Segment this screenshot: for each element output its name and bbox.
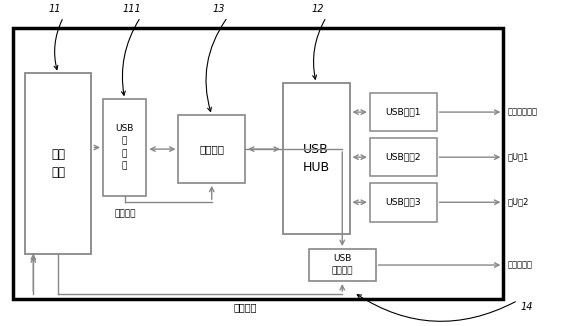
Text: 接调试设备: 接调试设备 [508, 260, 533, 270]
Text: 主控
单元: 主控 单元 [51, 148, 65, 179]
Bar [103, 99, 146, 196]
Bar [370, 183, 437, 222]
Text: 11: 11 [48, 4, 61, 14]
Text: 13: 13 [213, 4, 225, 14]
Bar [13, 28, 503, 299]
Text: 12: 12 [311, 4, 324, 14]
Text: USB接口3: USB接口3 [385, 198, 421, 207]
Text: USB接口1: USB接口1 [385, 108, 421, 117]
Text: USB
控
制
器: USB 控 制 器 [115, 124, 134, 171]
Text: USB接口2: USB接口2 [385, 153, 421, 162]
Text: 控制信号: 控制信号 [114, 209, 136, 218]
Bar [283, 83, 350, 234]
Bar [24, 73, 92, 254]
Text: USB
HUB: USB HUB [303, 143, 330, 174]
Text: 111: 111 [122, 4, 141, 14]
Text: USB
调试模块: USB 调试模块 [332, 254, 353, 276]
Bar [370, 138, 437, 176]
Bar [178, 115, 245, 183]
Text: 14: 14 [521, 302, 533, 312]
Text: 选通模块: 选通模块 [199, 144, 224, 154]
Text: 接行车记录仳: 接行车记录仳 [508, 108, 538, 117]
Text: 接U盘1: 接U盘1 [508, 153, 529, 162]
Bar [370, 93, 437, 131]
Text: 接U盘2: 接U盘2 [508, 198, 529, 207]
Text: 电平信号: 电平信号 [233, 302, 257, 312]
Bar [309, 249, 375, 281]
